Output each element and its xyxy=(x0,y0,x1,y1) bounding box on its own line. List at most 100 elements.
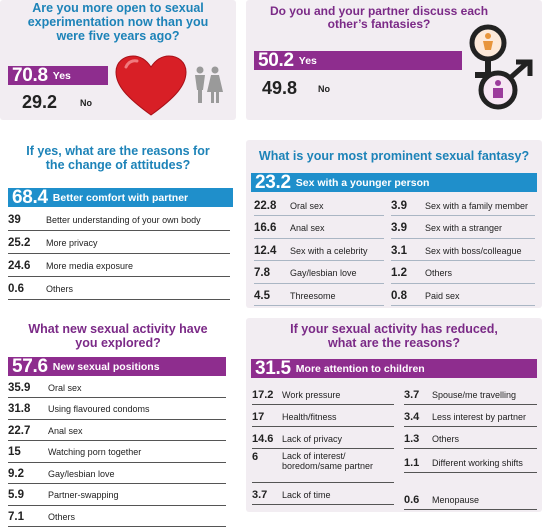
answer-value: 3.7 xyxy=(252,488,268,501)
answer-row: 5.9 Partner-swapping xyxy=(8,486,226,506)
answer-label: Different working shifts xyxy=(432,457,523,468)
heart-icon xyxy=(115,55,187,116)
answer-label: Better understanding of your own body xyxy=(46,215,201,225)
question-line: were five years ago? xyxy=(56,29,180,43)
answer-row: 16.6 Anal sex xyxy=(254,219,384,239)
couple-icon xyxy=(195,66,223,103)
answer-row: 3.7 Spouse/me travelling xyxy=(404,385,537,405)
answer-value: 31.8 xyxy=(8,403,31,415)
answer-row: 3.4 Less interest by partner xyxy=(404,407,537,427)
question-line: Do you and your partner discuss each xyxy=(269,4,489,18)
answer-label: Threesome xyxy=(290,290,336,301)
answer-label: Others xyxy=(425,268,453,278)
answer-label: Work pressure xyxy=(282,389,341,400)
yes-bar: 50.2 Yes xyxy=(254,49,462,71)
answer-label: Sex with boss/colleague xyxy=(425,245,522,256)
yes-bar: 70.8 Yes xyxy=(8,64,108,86)
top-answer-bar: 31.5 More attention to children xyxy=(251,357,537,379)
top-answer-value: 23.2 xyxy=(255,171,291,193)
question-title: What is your most prominent sexual fanta… xyxy=(246,149,542,163)
answer-row: 1.1 Different working shifts xyxy=(404,453,537,473)
answer-row: 39 Better understanding of your own body xyxy=(8,210,230,231)
answer-label-line: Lack of interest/ xyxy=(282,451,346,461)
answer-label: Sex with a celebrity xyxy=(290,245,368,256)
answer-value: 1.2 xyxy=(391,267,407,279)
answer-value: 15 xyxy=(8,446,21,458)
answer-label: Sex with a stranger xyxy=(425,223,503,233)
answer-row: 22.8 Oral sex xyxy=(254,196,384,216)
answer-label: More privacy xyxy=(46,238,98,248)
answer-label: Health/fitness xyxy=(282,411,337,422)
answer-label: Paid sex xyxy=(425,290,460,301)
top-answer-bar: 57.6 New sexual positions xyxy=(8,356,226,377)
answer-row: 3.1 Sex with boss/colleague xyxy=(391,241,535,261)
answer-row: 22.7 Anal sex xyxy=(8,421,226,441)
panel-new-activity: What new sexual activity have you explor… xyxy=(0,318,236,530)
no-value: 49.8 xyxy=(262,78,298,98)
answer-value: 9.2 xyxy=(8,467,24,480)
answer-label: Gay/lesbian love xyxy=(48,468,115,479)
answer-label: Lack of interest/boredom/same partner xyxy=(282,451,373,471)
answer-row: 14.6 Lack of privacy xyxy=(252,429,394,449)
answer-label: Oral sex xyxy=(48,382,82,393)
panel-prominent-fantasy: What is your most prominent sexual fanta… xyxy=(246,140,542,308)
answer-value: 0.8 xyxy=(391,289,407,302)
answer-value: 7.1 xyxy=(8,510,24,523)
answer-label: Using flavoured condoms xyxy=(48,404,150,414)
answer-row: 17.2 Work pressure xyxy=(252,385,394,405)
yes-value: 70.8 xyxy=(12,64,48,86)
question-line: what are the reasons? xyxy=(328,336,460,350)
no-label: No xyxy=(80,98,92,108)
answer-label: Spouse/me travelling xyxy=(432,389,517,400)
answer-row: 3.9 Sex with a family member xyxy=(391,196,535,216)
question-line: If yes, what are the reasons for xyxy=(26,144,210,158)
top-answer-value: 68.4 xyxy=(12,186,48,208)
answer-label: Others xyxy=(48,511,76,522)
top-answer-value: 31.5 xyxy=(255,357,291,379)
answer-label: Anal sex xyxy=(290,223,325,233)
question-title: Do you and your partner discuss each oth… xyxy=(248,4,510,32)
male-symbol-icon xyxy=(478,59,533,110)
answer-label: Partner-swapping xyxy=(48,490,119,500)
answer-label: More media exposure xyxy=(46,261,134,271)
panel-reduced-activity: If your sexual activity has reduced, wha… xyxy=(246,318,542,512)
answer-value: 22.7 xyxy=(8,424,31,437)
answer-label: Gay/lesbian love xyxy=(290,268,357,278)
answer-value: 6 xyxy=(252,451,259,463)
answer-label-line: boredom/same partner xyxy=(282,461,374,471)
yes-value: 50.2 xyxy=(258,49,294,71)
question-line: you explored? xyxy=(75,336,161,350)
answer-row: 0.8 Paid sex xyxy=(391,286,535,306)
question-line: other’s fantasies? xyxy=(327,17,431,32)
answer-value: 1.3 xyxy=(404,432,420,445)
question-title: Are you more open to sexual experimentat… xyxy=(2,1,234,43)
top-answer-label: More attention to children xyxy=(295,362,425,375)
answer-row: 25.2 More privacy xyxy=(8,233,230,254)
answer-row: 1.3 Others xyxy=(404,429,537,449)
answer-value: 22.8 xyxy=(254,199,277,212)
answer-label: Less interest by partner xyxy=(432,411,527,422)
answer-row: 0.6 Others xyxy=(8,279,230,300)
answer-value: 14.6 xyxy=(252,432,274,445)
answer-row: 12.4 Sex with a celebrity xyxy=(254,241,384,261)
question-title: If your sexual activity has reduced, wha… xyxy=(246,322,542,350)
answer-row: 6 Lack of interest/boredom/same partner xyxy=(252,451,394,483)
answer-row: 31.8 Using flavoured condoms xyxy=(8,400,226,420)
answer-value: 0.6 xyxy=(404,493,420,506)
answer-value: 3.7 xyxy=(404,388,420,401)
no-value: 29.2 xyxy=(22,92,58,112)
question-line: What new sexual activity have xyxy=(28,322,208,336)
yes-label: Yes xyxy=(52,69,71,82)
answer-value: 4.5 xyxy=(254,289,270,302)
answer-row: 9.2 Gay/lesbian love xyxy=(8,464,226,484)
answer-row: 4.5 Threesome xyxy=(254,286,384,306)
answer-value: 1.1 xyxy=(404,456,420,469)
top-answer-label: New sexual positions xyxy=(52,360,160,373)
answer-row: 7.8 Gay/lesbian love xyxy=(254,264,384,284)
answer-row: 17 Health/fitness xyxy=(252,407,394,427)
panel-attitude-reasons: If yes, what are the reasons for the cha… xyxy=(0,140,236,304)
panel-sexual-experimentation: Are you more open to sexual experimentat… xyxy=(0,0,236,120)
question-line: If your sexual activity has reduced, xyxy=(290,322,498,336)
question-line: the change of attitudes? xyxy=(45,158,191,172)
question-line: experimentation now than you xyxy=(27,15,209,29)
